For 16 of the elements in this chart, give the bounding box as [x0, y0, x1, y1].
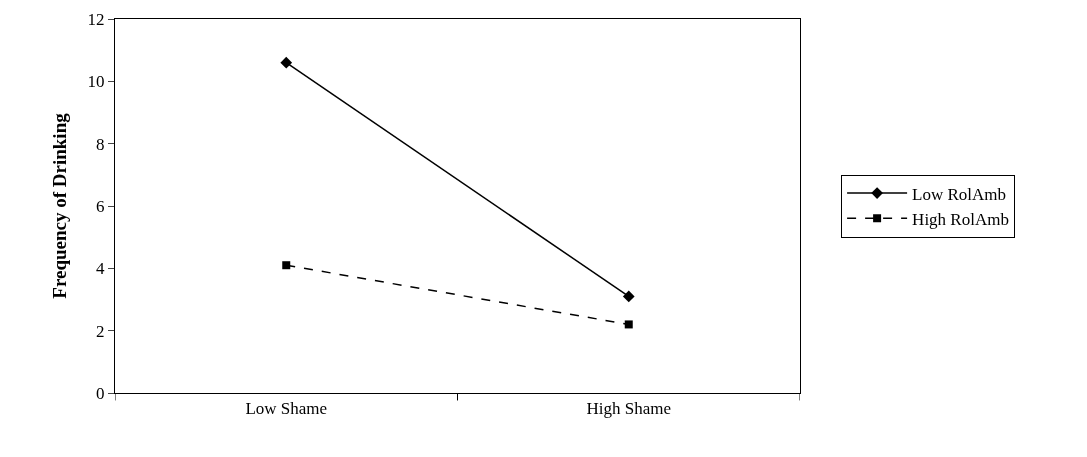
y-axis-title: Frequency of Drinking [49, 112, 71, 299]
y-tick-label: 2 [96, 321, 105, 341]
y-tick-label: 4 [96, 259, 106, 279]
y-tick-label: 0 [96, 383, 105, 403]
y-tick-label: 10 [87, 72, 105, 92]
legend-label: Low RolAmb [912, 184, 1007, 204]
point [624, 320, 633, 329]
x-tick-label: High Shame [586, 399, 672, 419]
point [282, 261, 291, 270]
y-tick-label: 12 [87, 9, 105, 29]
y-tick-label: 8 [96, 134, 105, 154]
point [280, 56, 293, 69]
point [622, 290, 635, 303]
x-tick-label: Low Shame [245, 399, 328, 419]
legend-label: High RolAmb [912, 209, 1009, 229]
y-tick-label: 6 [96, 196, 105, 216]
